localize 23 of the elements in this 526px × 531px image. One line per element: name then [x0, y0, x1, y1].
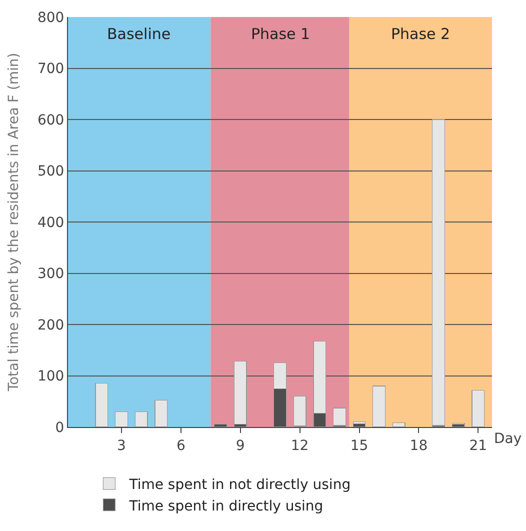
y-tick-label: 400: [37, 214, 64, 231]
legend-label: Time spent in directly using: [128, 498, 324, 514]
y-tick-label: 300: [37, 266, 64, 282]
x-tick-label: 3: [117, 438, 126, 454]
y-tick-label: 700: [37, 61, 64, 78]
y-tick-label: 600: [37, 112, 64, 128]
x-tick-label: 9: [236, 438, 245, 454]
band-label: Phase 2: [391, 25, 450, 43]
x-tick-label: 15: [350, 438, 368, 454]
band-label: Baseline: [107, 25, 171, 43]
y-tick-label: 100: [37, 368, 64, 385]
x-tick-label: 21: [469, 438, 488, 454]
y-axis-title: Total time spent by the residents in Area F (min): [6, 52, 22, 392]
y-tick-label: 200: [37, 317, 64, 334]
legend-label: Time spent in not directly using: [128, 477, 351, 494]
band-label: Phase 1: [251, 25, 310, 43]
x-tick-label: 12: [290, 438, 309, 454]
y-tick-label: 500: [37, 164, 64, 180]
y-tick-label: 800: [37, 10, 64, 26]
x-tick-label: 6: [176, 438, 186, 454]
x-axis-title: Day: [494, 431, 522, 447]
y-tick-label: 0: [55, 420, 64, 436]
x-tick-label: 18: [410, 438, 428, 454]
